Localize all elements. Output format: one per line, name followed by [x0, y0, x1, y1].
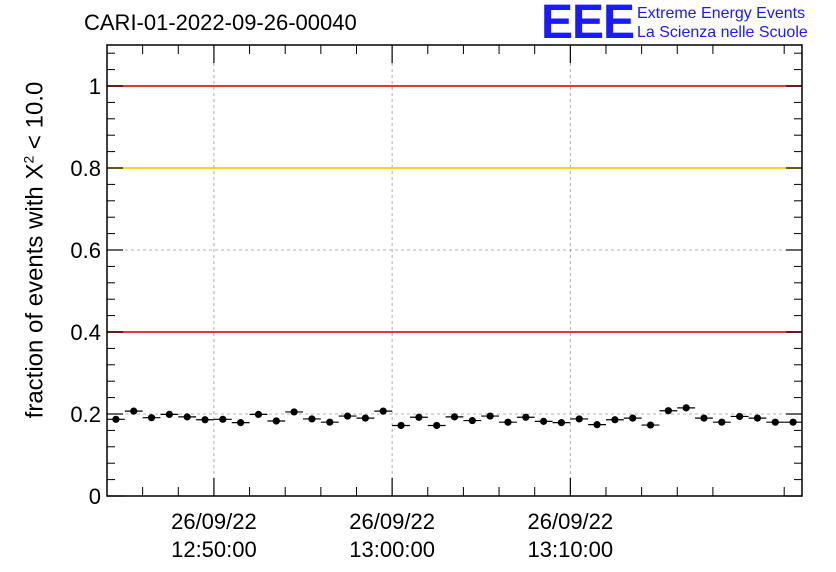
data-point [593, 421, 601, 429]
data-point [433, 421, 441, 430]
x-tick-label-time: 13:10:00 [528, 537, 614, 562]
data-point [201, 416, 209, 424]
y-tick-label: 0.6 [70, 238, 101, 263]
data-point [504, 418, 512, 426]
x-tick-label-time: 12:50:00 [171, 537, 257, 562]
data-point [397, 421, 405, 430]
data-point [486, 412, 494, 420]
data-point [522, 413, 530, 421]
data-point [771, 418, 779, 426]
eee-logo: EEE [541, 0, 635, 49]
data-point [629, 414, 637, 422]
data-point [753, 414, 762, 422]
data-point [718, 418, 726, 426]
data-point [219, 415, 227, 423]
logo-caption: Extreme Energy Events La Scienza nelle S… [637, 4, 808, 42]
data-point [237, 419, 245, 427]
data-point [147, 414, 156, 422]
x-tick-label-date: 26/09/22 [528, 509, 614, 534]
data-point [290, 408, 298, 416]
data-point [254, 410, 263, 419]
data-point [540, 417, 548, 425]
grid-layer [107, 45, 802, 496]
data-point [736, 412, 744, 421]
y-tick-label: 0.2 [70, 402, 101, 427]
logo-caption-line2: La Scienza nelle Scuole [637, 24, 808, 41]
data-series [107, 404, 802, 430]
data-point [700, 414, 708, 422]
y-tick-label: 0.8 [70, 156, 101, 181]
data-point [308, 415, 316, 423]
x-tick-label-date: 26/09/22 [171, 509, 257, 534]
logo-caption-line1: Extreme Energy Events [637, 5, 806, 22]
x-tick-label-time: 13:00:00 [349, 537, 435, 562]
chart-title: CARI-01-2022-09-26-00040 [84, 10, 357, 35]
data-point [361, 414, 369, 422]
plot-frame [106, 44, 803, 497]
data-point [789, 418, 797, 426]
data-point [183, 413, 191, 421]
data-point [130, 407, 138, 415]
data-point [326, 418, 334, 426]
y-tick-label: 1 [89, 74, 101, 99]
x-tick-label-date: 26/09/22 [349, 509, 435, 534]
y-tick-label: 0.4 [70, 320, 101, 345]
data-point [682, 404, 690, 412]
data-point [450, 413, 459, 421]
data-point [557, 419, 566, 427]
data-point [468, 416, 476, 425]
data-point [611, 416, 619, 424]
data-point [575, 415, 583, 423]
data-point [165, 410, 173, 419]
data-point [664, 407, 672, 415]
y-tick-label: 0 [89, 484, 101, 509]
data-point [415, 413, 423, 421]
reference-lines [107, 85, 802, 333]
data-point [272, 417, 280, 425]
data-point [343, 412, 352, 420]
axes: 0 0.2 0.4 0.6 0.8 1 26/09/22 12:50:00 26/09/22 13… [70, 45, 802, 562]
data-point [379, 407, 387, 415]
data-point [112, 415, 120, 423]
data-point [646, 421, 655, 429]
